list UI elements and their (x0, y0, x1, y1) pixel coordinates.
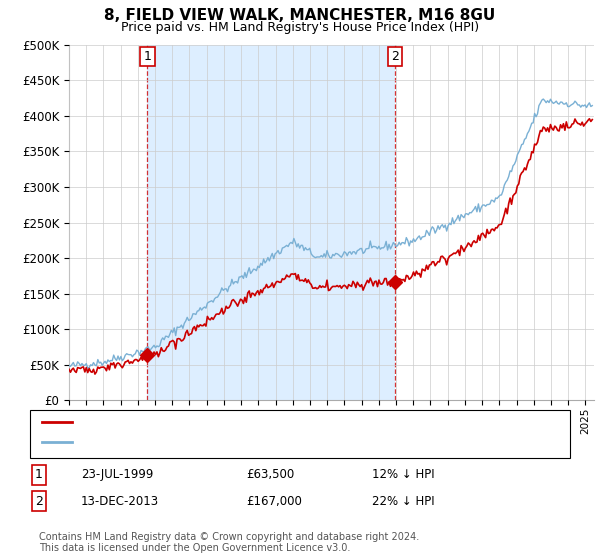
Text: 2: 2 (391, 50, 399, 63)
Text: 13-DEC-2013: 13-DEC-2013 (81, 494, 159, 508)
Text: HPI: Average price, detached house, Manchester: HPI: Average price, detached house, Manc… (78, 437, 350, 447)
Text: 22% ↓ HPI: 22% ↓ HPI (372, 494, 434, 508)
Text: 1: 1 (143, 50, 151, 63)
Text: Price paid vs. HM Land Registry's House Price Index (HPI): Price paid vs. HM Land Registry's House … (121, 21, 479, 34)
Text: 8, FIELD VIEW WALK, MANCHESTER, M16 8GU: 8, FIELD VIEW WALK, MANCHESTER, M16 8GU (104, 8, 496, 24)
Text: 1: 1 (35, 468, 43, 482)
Bar (148, 45, 395, 400)
Text: 23-JUL-1999: 23-JUL-1999 (81, 468, 154, 482)
Text: Contains HM Land Registry data © Crown copyright and database right 2024.
This d: Contains HM Land Registry data © Crown c… (39, 531, 419, 553)
Text: 2: 2 (35, 494, 43, 508)
Text: £63,500: £63,500 (246, 468, 294, 482)
Text: 12% ↓ HPI: 12% ↓ HPI (372, 468, 434, 482)
Text: £167,000: £167,000 (246, 494, 302, 508)
Text: 8, FIELD VIEW WALK, MANCHESTER, M16 8GU (detached house): 8, FIELD VIEW WALK, MANCHESTER, M16 8GU … (78, 417, 435, 427)
